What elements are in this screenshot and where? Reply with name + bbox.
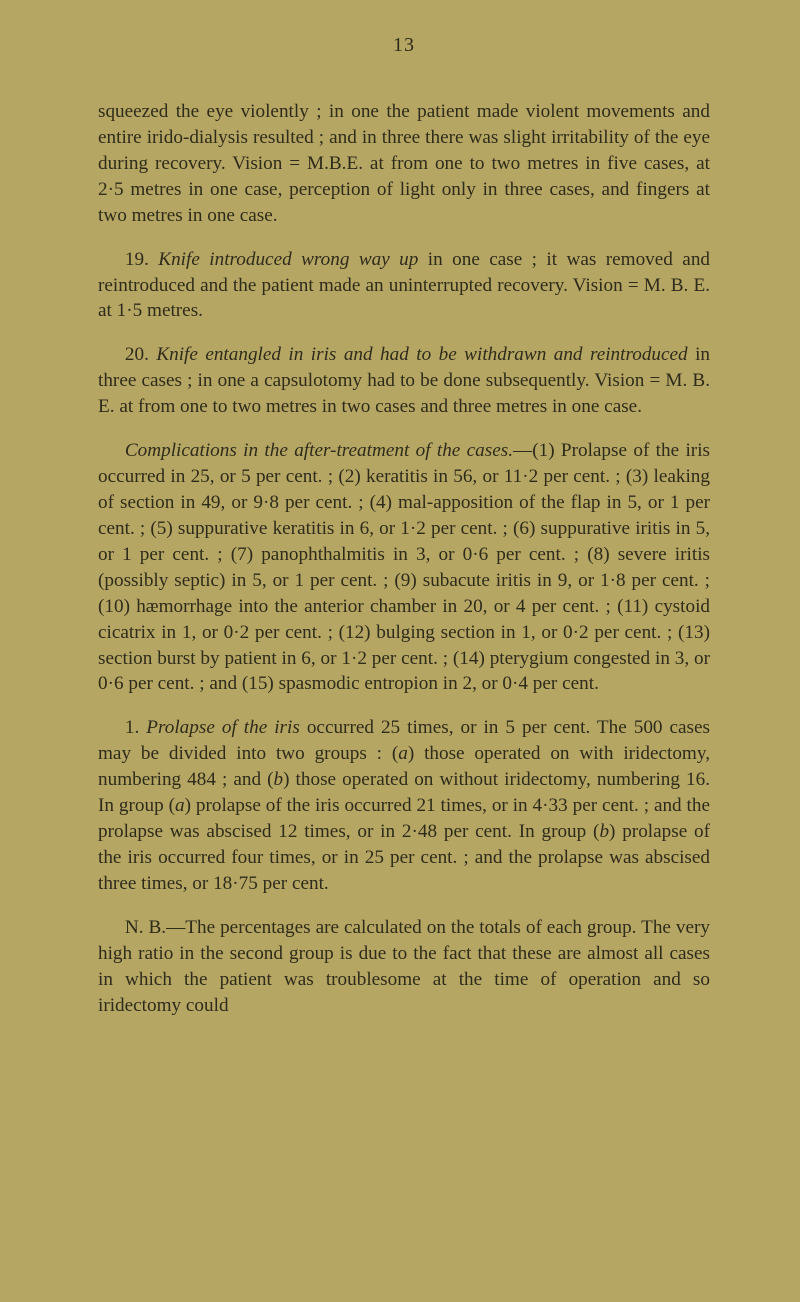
prolapse-id: b xyxy=(599,821,609,842)
paragraph-nb: N. B.—The percentages are calculated on … xyxy=(98,915,710,1019)
para-20-italic: Knife entangled in iris and had to be wi… xyxy=(156,344,687,365)
page-number: 13 xyxy=(98,34,710,57)
prolapse-ia: a xyxy=(398,743,408,764)
complications-italic: Complications in the after-treatment of … xyxy=(125,440,513,461)
paragraph-prolapse: 1. Prolapse of the iris occurred 25 time… xyxy=(98,715,710,896)
paragraph-20: 20. Knife entangled in iris and had to b… xyxy=(98,342,710,420)
complications-rest: —(1) Prolapse of the iris occurred in 25… xyxy=(98,440,710,694)
paragraph-intro: squeezed the eye violently ; in one the … xyxy=(98,99,710,229)
page-body: 13 squeezed the eye violently ; in one t… xyxy=(98,34,710,1037)
para-19-italic: Knife introduced wrong way up xyxy=(158,249,418,270)
prolapse-ib: b xyxy=(274,769,284,790)
para-20-lead: 20. xyxy=(125,344,156,365)
prolapse-italic: Prolapse of the iris xyxy=(146,717,300,738)
paragraph-19: 19. Knife introduced wrong way up in one… xyxy=(98,247,710,325)
paragraph-complications: Complications in the after-treatment of … xyxy=(98,438,710,697)
prolapse-ic: a xyxy=(175,795,185,816)
para-19-lead: 19. xyxy=(125,249,158,270)
prolapse-lead: 1. xyxy=(125,717,146,738)
